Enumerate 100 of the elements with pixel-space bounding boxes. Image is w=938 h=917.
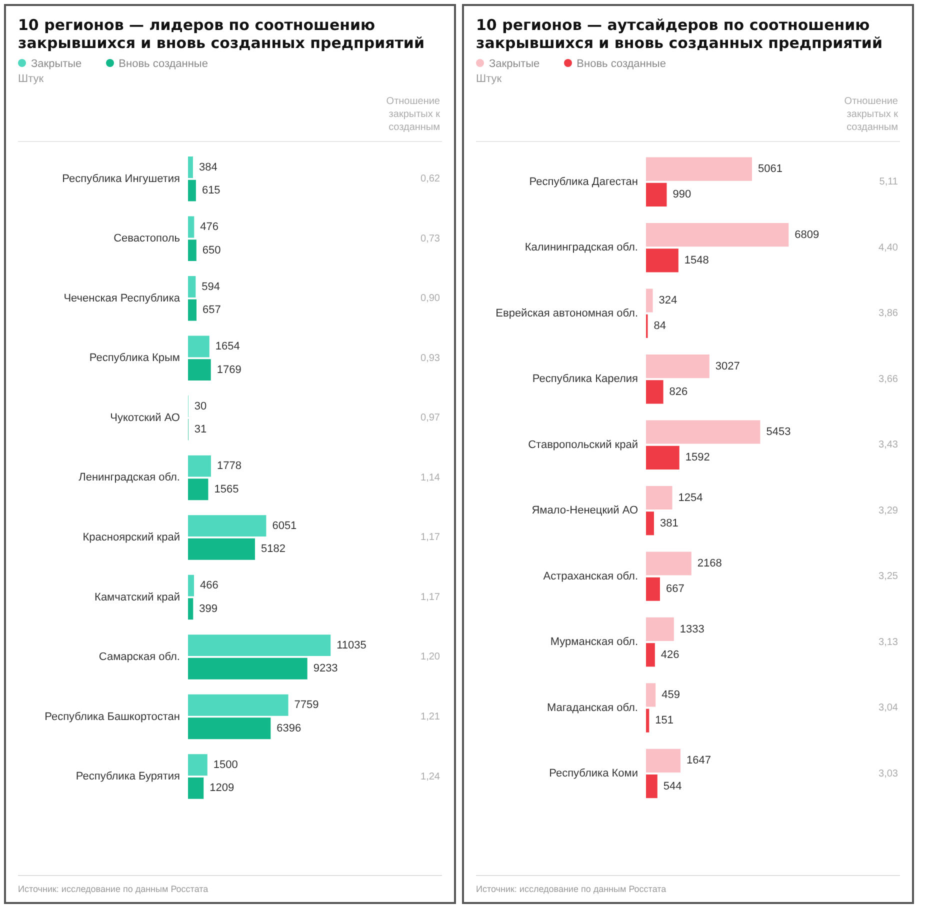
data-label: 1769: [216, 364, 242, 376]
data-label: 476: [200, 221, 219, 234]
data-label: 2168: [697, 558, 722, 570]
data-label: 1548: [684, 254, 709, 266]
text: Штук: [18, 73, 45, 85]
chart-title: 10 регионов — аутсайдеров по соотношению закрывшихся и вновь созданных предприятий: [476, 16, 884, 52]
bar: [188, 598, 194, 620]
y-tick-label: Ленинградская обл.: [78, 472, 180, 484]
text: 1,20: [420, 652, 440, 663]
text: 1,17: [420, 592, 440, 603]
y-tick-label: Астраханская обл.: [543, 570, 638, 582]
data-label: 9233: [313, 662, 338, 675]
text: 1,17: [420, 532, 440, 544]
text: 0,97: [420, 412, 440, 424]
bar: [188, 515, 266, 537]
data-label: 399: [199, 602, 218, 615]
bar: [646, 157, 752, 181]
data-label: 1654: [215, 340, 240, 353]
legend-label: Вновь созданные: [576, 58, 666, 70]
data-label: 1209: [210, 782, 234, 794]
bar: [188, 336, 210, 358]
text: 4,40: [878, 242, 898, 254]
bar: [188, 634, 331, 656]
text: Штук: [476, 73, 503, 85]
y-tick-label: Красноярский край: [82, 531, 180, 544]
text: Отношение закрытых к созданным: [844, 96, 899, 133]
bar: [646, 643, 655, 667]
bar: [188, 538, 255, 560]
y-tick-label: Мурманская обл.: [550, 636, 638, 648]
bar: [646, 708, 650, 732]
text: 0,62: [420, 174, 440, 185]
bar: [188, 718, 271, 740]
data-label: 667: [666, 583, 684, 596]
y-tick-label: Ямало-Ненецкий АО: [532, 504, 638, 517]
data-label: 1647: [686, 754, 711, 767]
chart-title: 10 регионов — лидеров по соотношению закрывшихся и вновь созданных предприятий: [18, 16, 426, 52]
bar: [646, 552, 692, 576]
bar: [646, 577, 660, 601]
data-label: 1333: [680, 623, 704, 636]
bar: [188, 216, 194, 238]
bar: [188, 694, 288, 716]
y-tick-label: Магаданская обл.: [547, 702, 638, 714]
text: 3,66: [878, 374, 898, 385]
data-label: 3027: [715, 360, 740, 372]
text: 0,73: [420, 233, 440, 244]
bar: [188, 299, 196, 321]
data-label: 5182: [260, 543, 286, 556]
y-tick-label: Севастополь: [114, 232, 180, 245]
bar: [188, 455, 211, 477]
data-label: 466: [200, 580, 218, 592]
text: 3,25: [878, 571, 898, 582]
text: 0,93: [420, 352, 440, 364]
y-tick-label: Республика Крым: [89, 352, 180, 364]
y-tick-label: Еврейская автономная обл.: [496, 307, 638, 320]
text: 3,43: [878, 440, 898, 451]
data-label: 30: [194, 400, 207, 412]
data-label: 6809: [794, 228, 820, 241]
data-label: 31: [194, 424, 207, 436]
bar: [646, 222, 789, 247]
text: 5,11: [879, 176, 898, 188]
data-label: 1500: [213, 758, 238, 771]
bar: [188, 359, 211, 381]
data-label: 6396: [276, 722, 302, 734]
text: Отношение закрытых к созданным: [386, 96, 441, 133]
legend-label: Закрытые: [30, 58, 82, 70]
legend-label: Вновь созданные: [118, 58, 208, 70]
y-tick-label: Республика Дагестан: [529, 176, 638, 188]
bar: [188, 777, 204, 799]
data-label: 459: [662, 689, 680, 701]
bar: [646, 748, 680, 773]
data-label: 826: [669, 386, 688, 398]
data-label: 990: [672, 188, 692, 201]
data-label: 1254: [678, 492, 703, 504]
bar: [188, 180, 196, 202]
text: 1,24: [420, 771, 440, 782]
bar: [646, 288, 653, 312]
data-label: 7759: [294, 699, 319, 712]
data-label: 594: [202, 280, 220, 293]
bar: [188, 658, 308, 680]
data-label: 650: [202, 244, 221, 256]
bar: [646, 354, 710, 378]
y-tick-label: Республика Карелия: [532, 373, 638, 386]
y-tick-label: Чукотский АО: [110, 412, 180, 424]
bar: [646, 486, 672, 510]
data-label: 5061: [758, 163, 782, 176]
bar: [188, 240, 196, 262]
text: Источник: исследование по данным Росстата: [476, 875, 900, 894]
legend-label: Закрытые: [488, 58, 540, 70]
bar: [646, 512, 654, 536]
text: Источник: исследование по данным Росстата: [18, 875, 442, 894]
data-label: 544: [663, 780, 682, 792]
data-label: 1592: [685, 452, 710, 464]
y-tick-label: Ставропольский край: [528, 438, 638, 451]
y-tick-label: Республика Коми: [549, 768, 638, 780]
text: 3,13: [878, 636, 898, 648]
text: 3,29: [878, 505, 898, 516]
text: 3,04: [878, 702, 898, 714]
text: 1,14: [420, 472, 440, 484]
data-label: 151: [655, 714, 674, 727]
data-label: 5453: [766, 426, 791, 438]
